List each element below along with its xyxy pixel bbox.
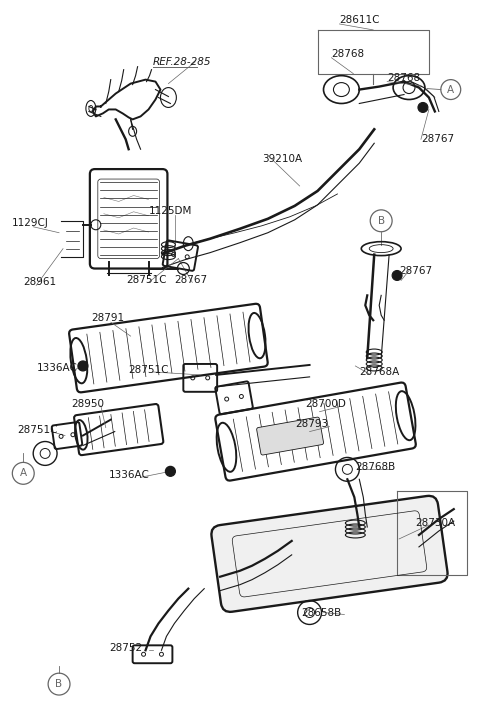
Text: 28751C: 28751C xyxy=(17,425,58,435)
Text: 28768B: 28768B xyxy=(355,463,396,473)
Text: 1336AC: 1336AC xyxy=(109,470,150,480)
Text: 1336AC: 1336AC xyxy=(37,363,78,373)
Text: 1129CJ: 1129CJ xyxy=(12,218,48,228)
Text: A: A xyxy=(447,84,455,95)
Text: 28768: 28768 xyxy=(387,72,420,82)
Text: 28611C: 28611C xyxy=(339,15,380,25)
Text: 28752: 28752 xyxy=(109,643,142,653)
Text: A: A xyxy=(20,468,27,478)
Text: 28767: 28767 xyxy=(421,135,454,144)
Text: 28700D: 28700D xyxy=(306,399,347,409)
Text: 28767: 28767 xyxy=(399,266,432,276)
Text: 1125DM: 1125DM xyxy=(148,206,192,216)
Text: REF.28-285: REF.28-285 xyxy=(153,57,211,67)
Text: 28730A: 28730A xyxy=(415,518,455,528)
Text: 28768: 28768 xyxy=(332,49,365,59)
Ellipse shape xyxy=(78,361,88,371)
Text: 28658B: 28658B xyxy=(301,607,342,617)
FancyBboxPatch shape xyxy=(257,417,324,455)
Text: B: B xyxy=(56,679,62,689)
Text: 28751C: 28751C xyxy=(127,276,167,286)
Text: 28767: 28767 xyxy=(174,276,207,286)
Text: 28751C: 28751C xyxy=(129,365,169,375)
FancyBboxPatch shape xyxy=(211,496,447,612)
Ellipse shape xyxy=(166,466,175,476)
Ellipse shape xyxy=(418,102,428,112)
Text: 28791: 28791 xyxy=(91,313,124,323)
Ellipse shape xyxy=(392,271,402,281)
Text: 28768A: 28768A xyxy=(360,367,399,377)
Text: 28961: 28961 xyxy=(23,277,56,287)
Text: 28950: 28950 xyxy=(71,399,104,409)
Text: B: B xyxy=(378,216,385,226)
Text: 39210A: 39210A xyxy=(262,154,302,164)
Text: 28793: 28793 xyxy=(296,419,329,429)
